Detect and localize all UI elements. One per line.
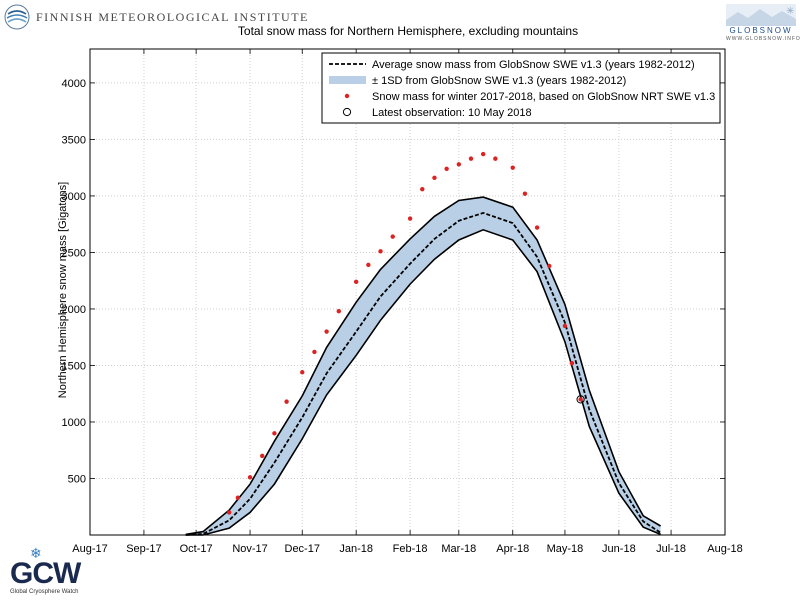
winter-point bbox=[378, 249, 383, 254]
gcw-logo: ❄ GCW Global Cryosphere Watch bbox=[6, 545, 96, 597]
y-tick-label: 3500 bbox=[62, 134, 86, 146]
average-line bbox=[185, 211, 662, 536]
legend-box bbox=[321, 52, 721, 124]
winter-series bbox=[226, 151, 585, 515]
globsnow-logo: ✳ GLOBSNOW WWW.GLOBSNOW.INFO bbox=[726, 4, 800, 44]
winter-point bbox=[272, 431, 277, 436]
fmi-emblem-icon bbox=[4, 4, 30, 30]
x-tick-label: Mar-18 bbox=[441, 543, 476, 555]
winter-point bbox=[324, 329, 329, 334]
axes: 500 1000 1500 2000 2500 3000 3500 4000 Aug-17 Sep… bbox=[62, 48, 743, 555]
winter-point bbox=[522, 191, 528, 196]
x-tick-label: Sep-17 bbox=[126, 543, 161, 555]
x-tick-label: Jan-18 bbox=[339, 543, 373, 555]
x-tick-label: Nov-17 bbox=[232, 543, 267, 555]
y-tick-label: 4000 bbox=[62, 78, 86, 90]
winter-point bbox=[578, 397, 583, 402]
gcw-name: GCW bbox=[10, 557, 81, 590]
legend-entry: Average snow mass from GlobSnow SWE v1.3… bbox=[372, 59, 695, 71]
x-tick-label: May-18 bbox=[547, 543, 584, 555]
winter-point bbox=[510, 165, 515, 170]
latest-observation-marker bbox=[576, 395, 585, 404]
winter-point bbox=[407, 216, 413, 221]
globsnow-name: GLOBSNOW bbox=[729, 26, 793, 35]
winter-point bbox=[480, 151, 486, 157]
svg-text:✳: ✳ bbox=[786, 6, 794, 17]
y-tick-label: 1500 bbox=[62, 360, 86, 372]
legend-winter-swatch bbox=[344, 93, 350, 99]
fmi-logo: FINNISH METEOROLOGICAL INSTITUTE bbox=[4, 4, 309, 30]
winter-point bbox=[336, 309, 341, 314]
winter-point bbox=[260, 453, 265, 459]
winter-point bbox=[247, 475, 253, 480]
winter-point bbox=[456, 162, 462, 167]
winter-point bbox=[226, 510, 232, 515]
x-tick-label: Jul-18 bbox=[656, 543, 686, 555]
chart-title: Total snow mass for Northern Hemisphere,… bbox=[238, 24, 578, 38]
winter-point bbox=[420, 186, 425, 192]
globsnow-url: WWW.GLOBSNOW.INFO bbox=[726, 36, 800, 42]
winter-point bbox=[432, 175, 437, 181]
average-line-path bbox=[185, 211, 662, 536]
winter-point bbox=[534, 225, 540, 230]
svg-text:❄: ❄ bbox=[30, 546, 42, 561]
x-tick-label: Aug-17 bbox=[72, 543, 107, 555]
x-tick-label: Oct-17 bbox=[180, 543, 213, 555]
y-tick-label: 2500 bbox=[62, 247, 86, 259]
globsnow-emblem-icon: ✳ bbox=[726, 4, 796, 26]
winter-point bbox=[390, 234, 395, 239]
winter-point bbox=[312, 349, 317, 355]
grid bbox=[90, 49, 725, 535]
legend-band-swatch bbox=[329, 76, 366, 84]
winter-point bbox=[562, 323, 568, 329]
winter-point bbox=[235, 495, 241, 500]
sd-band-lower-edge bbox=[185, 228, 661, 536]
sd-band bbox=[185, 196, 662, 536]
y-axis-label: Northern Hemisphere snow mass [Gigatons] bbox=[57, 182, 69, 398]
legend-entry: ± 1SD from GlobSnow SWE v1.3 (years 1982… bbox=[372, 75, 626, 87]
sd-band-upper-edge bbox=[185, 196, 662, 536]
legend: Average snow mass from GlobSnow SWE v1.3… bbox=[321, 52, 721, 124]
legend-latest-swatch bbox=[342, 107, 352, 117]
winter-point bbox=[569, 361, 575, 366]
x-tick-label: Feb-18 bbox=[393, 543, 428, 555]
x-tick-label: Aug-18 bbox=[707, 543, 742, 555]
winter-point bbox=[366, 262, 371, 268]
winter-point bbox=[444, 166, 449, 172]
gcw-subtitle: Global Cryosphere Watch bbox=[10, 589, 79, 595]
winter-point bbox=[493, 156, 498, 161]
fmi-name: FINNISH METEOROLOGICAL INSTITUTE bbox=[36, 9, 309, 24]
y-tick-label: 500 bbox=[68, 473, 86, 485]
winter-point bbox=[300, 370, 305, 375]
plot-frame bbox=[89, 48, 726, 536]
winter-point bbox=[353, 279, 359, 285]
x-tick-label: Jun-18 bbox=[602, 543, 636, 555]
winter-point bbox=[468, 156, 474, 161]
x-tick-label: Apr-18 bbox=[496, 543, 529, 555]
x-tick-label: Dec-17 bbox=[285, 543, 320, 555]
snowflake-icon: ❄ bbox=[30, 546, 42, 561]
winter-point bbox=[547, 263, 552, 269]
y-tick-label: 3000 bbox=[62, 191, 86, 203]
y-tick-label: 2000 bbox=[62, 304, 86, 316]
y-tick-label: 1000 bbox=[62, 417, 86, 429]
winter-point bbox=[284, 399, 289, 404]
legend-entry: Latest observation: 10 May 2018 bbox=[372, 107, 532, 119]
legend-entry: Snow mass for winter 2017-2018, based on… bbox=[372, 91, 715, 103]
